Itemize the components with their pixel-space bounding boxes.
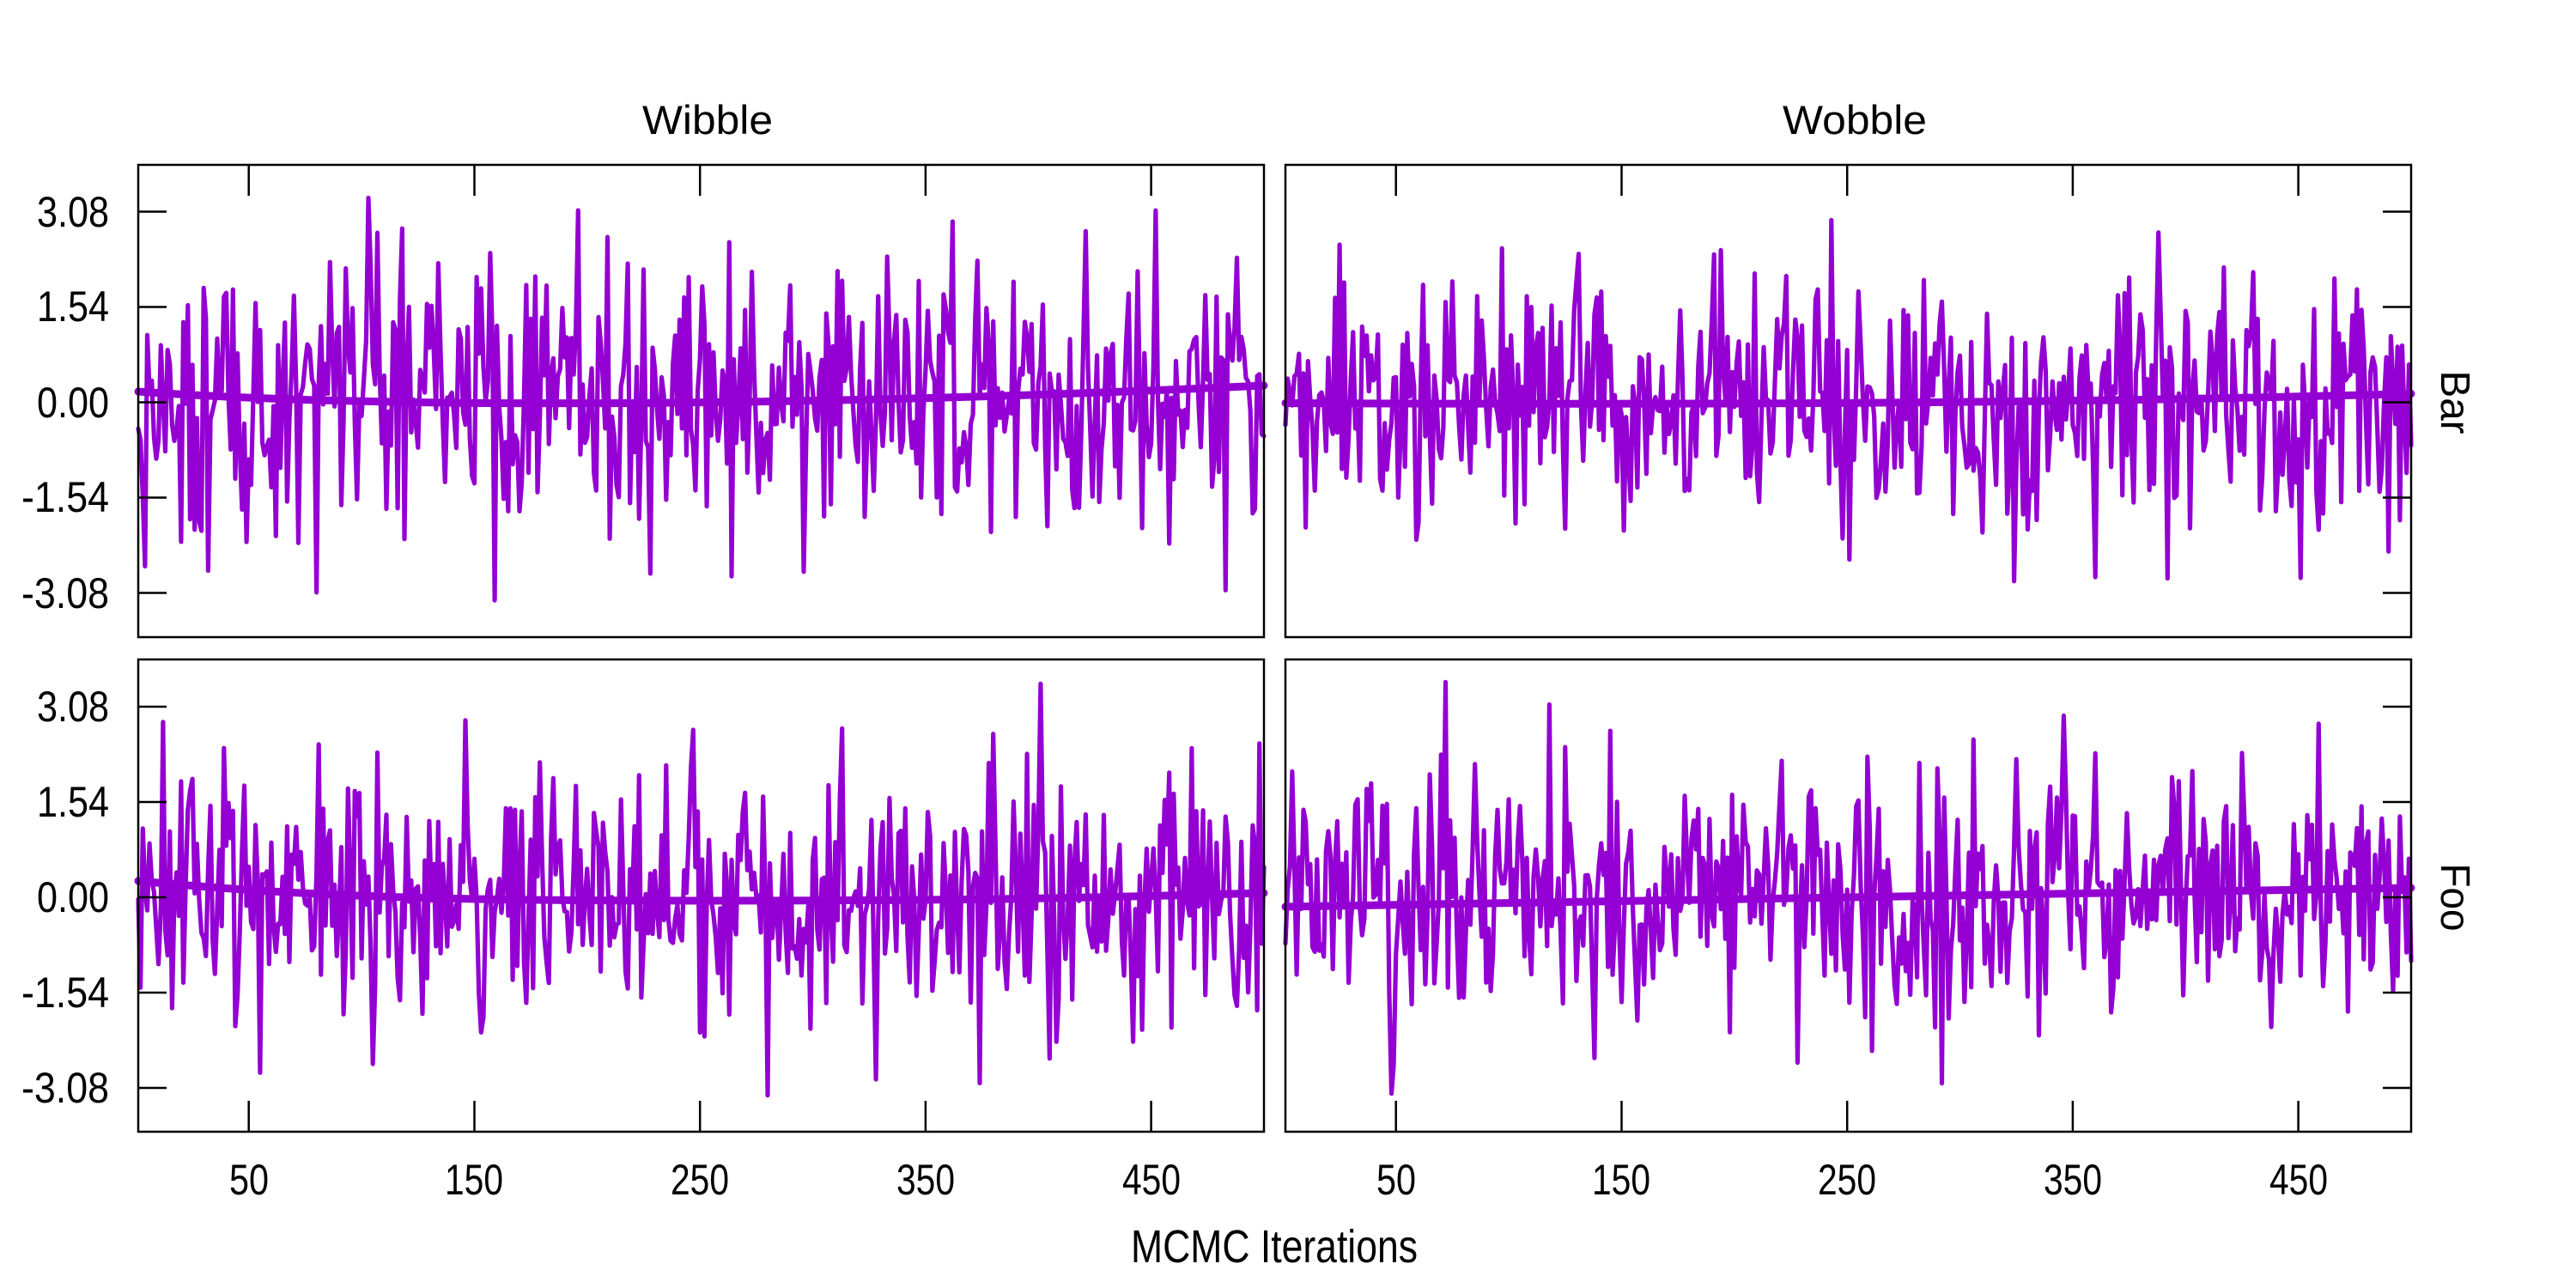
- svg-text:150: 150: [1592, 1156, 1650, 1204]
- svg-text:250: 250: [1818, 1156, 1876, 1204]
- svg-text:-1.54: -1.54: [21, 473, 109, 521]
- svg-text:3.08: 3.08: [37, 683, 109, 731]
- svg-text:3.08: 3.08: [37, 188, 109, 236]
- svg-text:-3.08: -3.08: [21, 1064, 109, 1112]
- svg-text:250: 250: [671, 1156, 729, 1204]
- svg-text:Wibble: Wibble: [642, 97, 773, 143]
- svg-text:MCMC Iterations: MCMC Iterations: [1131, 1221, 1418, 1273]
- svg-text:50: 50: [1376, 1156, 1416, 1204]
- svg-text:Foo: Foo: [2432, 864, 2477, 932]
- svg-text:150: 150: [445, 1156, 503, 1204]
- svg-text:1.54: 1.54: [37, 283, 109, 331]
- svg-text:50: 50: [229, 1156, 269, 1204]
- svg-text:Bar: Bar: [2432, 371, 2477, 434]
- svg-text:350: 350: [896, 1156, 955, 1204]
- svg-text:-1.54: -1.54: [21, 969, 109, 1017]
- svg-text:350: 350: [2044, 1156, 2102, 1204]
- svg-text:450: 450: [2269, 1156, 2328, 1204]
- svg-text:450: 450: [1122, 1156, 1181, 1204]
- svg-text:-3.08: -3.08: [21, 569, 109, 617]
- svg-text:0.00: 0.00: [37, 873, 109, 921]
- svg-text:Wobble: Wobble: [1783, 97, 1927, 143]
- svg-text:1.54: 1.54: [37, 778, 109, 826]
- svg-text:0.00: 0.00: [37, 379, 109, 427]
